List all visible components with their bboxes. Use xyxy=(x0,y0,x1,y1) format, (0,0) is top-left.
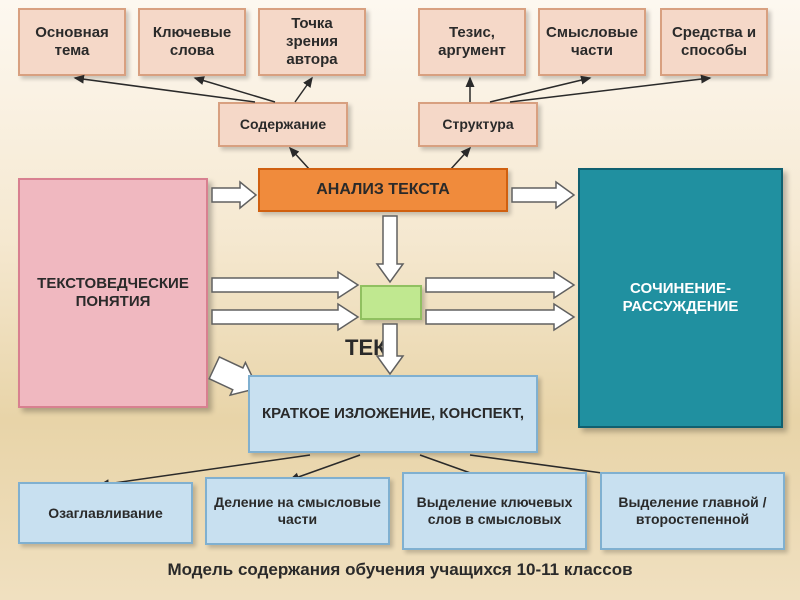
node-keywords: Ключевые слова xyxy=(138,8,246,76)
label: Выделение ключевых слов в смысловых xyxy=(408,494,581,528)
label: Структура xyxy=(442,116,513,133)
node-analysis: АНАЛИЗ ТЕКСТА xyxy=(258,168,508,212)
node-content: Содержание xyxy=(218,102,348,147)
label: АНАЛИЗ ТЕКСТА xyxy=(316,180,450,199)
label: Средства и способы xyxy=(666,24,762,60)
footer-text: Модель содержания обучения учащихся 10-1… xyxy=(70,560,730,580)
label: Тезис, аргумент xyxy=(424,24,520,60)
label: Содержание xyxy=(240,116,326,133)
label: Озаглавливание xyxy=(48,505,163,522)
node-summary: КРАТКОЕ ИЗЛОЖЕНИЕ, КОНСПЕКТ, xyxy=(248,375,538,453)
node-main-theme: Основная тема xyxy=(18,8,126,76)
tek-label: ТЕК xyxy=(345,335,387,361)
label: КРАТКОЕ ИЗЛОЖЕНИЕ, КОНСПЕКТ, xyxy=(262,405,524,423)
block-arrow-4 xyxy=(210,302,360,332)
label: Смысловые части xyxy=(544,24,640,60)
node-author-view: Точка зрения автора xyxy=(258,8,366,76)
block-arrow-5 xyxy=(424,270,576,300)
node-thesis: Тезис, аргумент xyxy=(418,8,526,76)
node-center-green xyxy=(360,285,422,320)
label: Ключевые слова xyxy=(144,24,240,60)
node-semantic-parts: Смысловые части xyxy=(538,8,646,76)
node-keyword-extraction: Выделение ключевых слов в смысловых xyxy=(402,472,587,550)
label: Деление на смысловые части xyxy=(211,494,384,528)
block-arrow-3 xyxy=(210,270,360,300)
node-main-secondary: Выделение главной /второстепенной xyxy=(600,472,785,550)
label: ТЕКСТОВЕДЧЕСКИЕ ПОНЯТИЯ xyxy=(24,275,202,311)
node-division: Деление на смысловые части xyxy=(205,477,390,545)
block-arrow-2 xyxy=(510,180,576,210)
label: Выделение главной /второстепенной xyxy=(606,494,779,528)
label: Основная тема xyxy=(24,24,120,60)
block-arrow-6 xyxy=(424,302,576,332)
block-arrow-down-1 xyxy=(375,214,405,284)
node-means: Средства и способы xyxy=(660,8,768,76)
label: Точка зрения автора xyxy=(264,15,360,69)
node-text-concepts: ТЕКСТОВЕДЧЕСКИЕ ПОНЯТИЯ xyxy=(18,178,208,408)
node-titling: Озаглавливание xyxy=(18,482,193,544)
node-essay: СОЧИНЕНИЕ-РАССУЖДЕНИЕ xyxy=(578,168,783,428)
block-arrow-1 xyxy=(210,180,258,210)
label: СОЧИНЕНИЕ-РАССУЖДЕНИЕ xyxy=(584,280,777,316)
node-structure: Структура xyxy=(418,102,538,147)
